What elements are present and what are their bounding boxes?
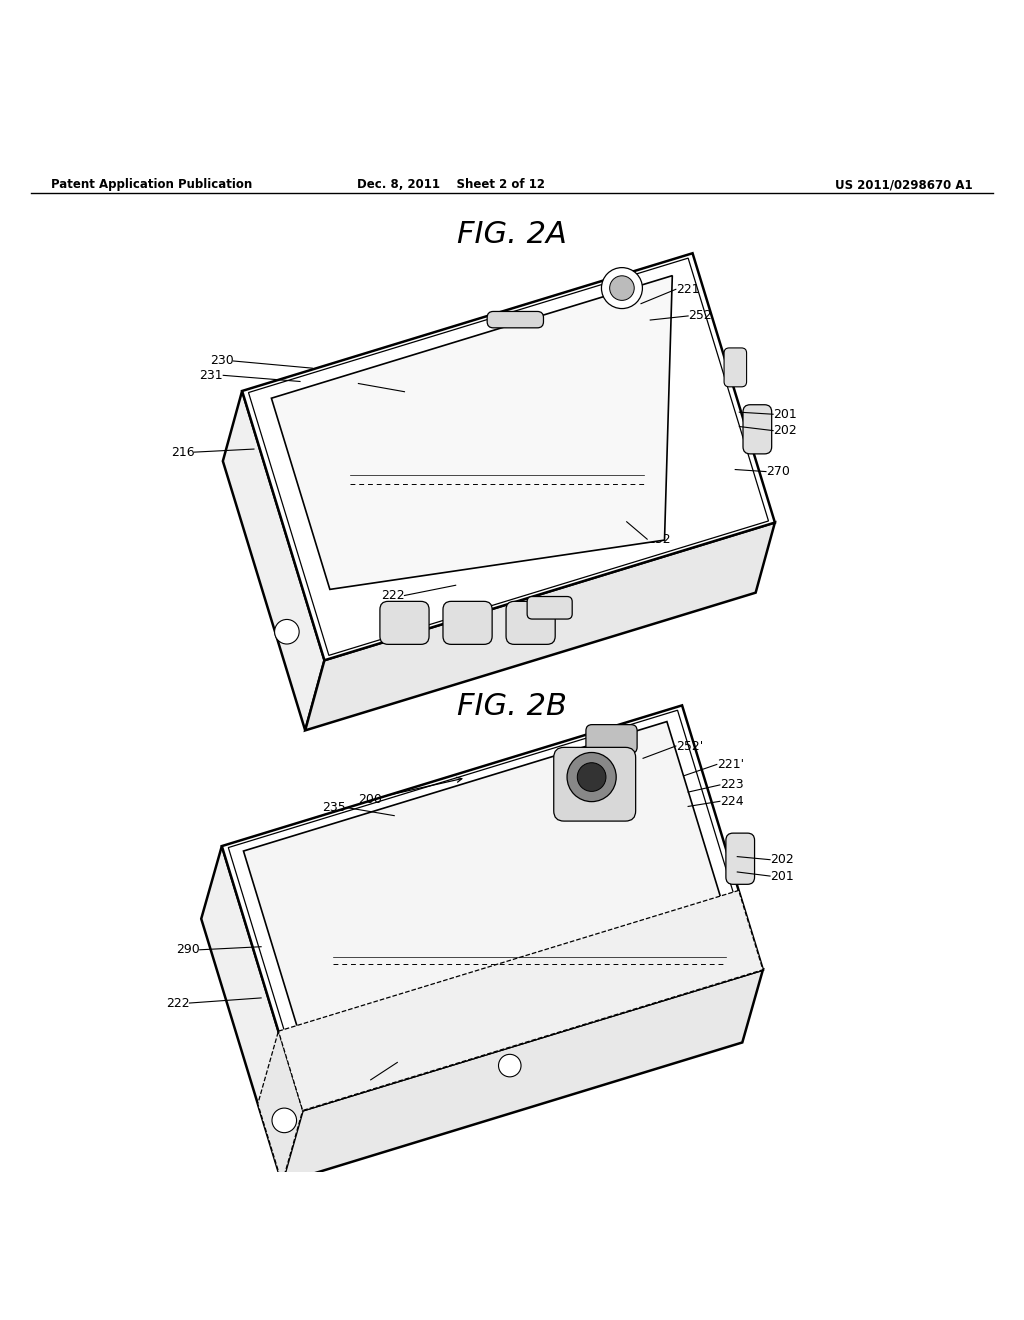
FancyBboxPatch shape <box>726 833 755 884</box>
FancyBboxPatch shape <box>380 602 429 644</box>
Text: 221: 221 <box>676 282 699 296</box>
Text: 201: 201 <box>773 408 797 421</box>
Text: 230: 230 <box>210 355 233 367</box>
Polygon shape <box>279 891 763 1110</box>
Text: 222: 222 <box>166 997 189 1010</box>
Polygon shape <box>305 523 775 730</box>
Text: 290: 290 <box>176 944 200 956</box>
Text: 235: 235 <box>323 801 346 814</box>
Circle shape <box>499 1055 521 1077</box>
Circle shape <box>567 752 616 801</box>
Text: 221': 221' <box>717 758 743 771</box>
Polygon shape <box>244 722 741 1094</box>
Text: 222: 222 <box>381 589 404 602</box>
Circle shape <box>578 763 606 792</box>
Text: FIG. 2B: FIG. 2B <box>457 692 567 721</box>
Text: US 2011/0298670 A1: US 2011/0298670 A1 <box>836 178 973 191</box>
Text: FIG. 2A: FIG. 2A <box>457 219 567 248</box>
Circle shape <box>274 619 299 644</box>
FancyBboxPatch shape <box>443 602 493 644</box>
Polygon shape <box>222 705 763 1110</box>
Text: 202: 202 <box>773 424 797 437</box>
FancyBboxPatch shape <box>487 312 544 327</box>
Circle shape <box>601 268 642 309</box>
Text: 216: 216 <box>171 446 195 458</box>
Polygon shape <box>242 253 775 660</box>
Polygon shape <box>258 1031 303 1183</box>
Text: 231: 231 <box>200 368 223 381</box>
FancyBboxPatch shape <box>586 725 637 754</box>
Text: 224: 224 <box>720 795 743 808</box>
Text: 201: 201 <box>770 870 794 883</box>
FancyBboxPatch shape <box>506 602 555 644</box>
Polygon shape <box>223 391 325 730</box>
Polygon shape <box>202 846 303 1183</box>
Text: Patent Application Publication: Patent Application Publication <box>51 178 253 191</box>
Text: 270: 270 <box>766 465 790 478</box>
Text: 223: 223 <box>720 779 743 792</box>
Polygon shape <box>282 970 763 1183</box>
Text: 252: 252 <box>688 309 712 322</box>
Text: 200: 200 <box>358 777 462 805</box>
Circle shape <box>609 276 634 301</box>
FancyBboxPatch shape <box>554 747 636 821</box>
Text: 251: 251 <box>335 378 358 389</box>
Text: 252': 252' <box>676 739 703 752</box>
Text: Dec. 8, 2011    Sheet 2 of 12: Dec. 8, 2011 Sheet 2 of 12 <box>356 178 545 191</box>
Polygon shape <box>271 276 673 590</box>
Text: 202: 202 <box>770 853 794 866</box>
Circle shape <box>272 1107 297 1133</box>
Text: 200: 200 <box>366 358 467 387</box>
FancyBboxPatch shape <box>724 348 746 387</box>
Text: 216: 216 <box>358 1073 383 1086</box>
Text: 232: 232 <box>647 533 671 545</box>
FancyBboxPatch shape <box>527 597 572 619</box>
FancyBboxPatch shape <box>743 405 772 454</box>
